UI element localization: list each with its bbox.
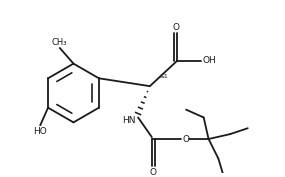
Text: O: O: [149, 168, 156, 177]
Text: HO: HO: [33, 127, 47, 136]
Text: O: O: [183, 135, 190, 144]
Text: CH₃: CH₃: [51, 38, 67, 47]
Text: O: O: [173, 23, 180, 32]
Text: &1: &1: [160, 74, 168, 79]
Text: HN: HN: [123, 116, 136, 125]
Text: OH: OH: [203, 56, 216, 65]
